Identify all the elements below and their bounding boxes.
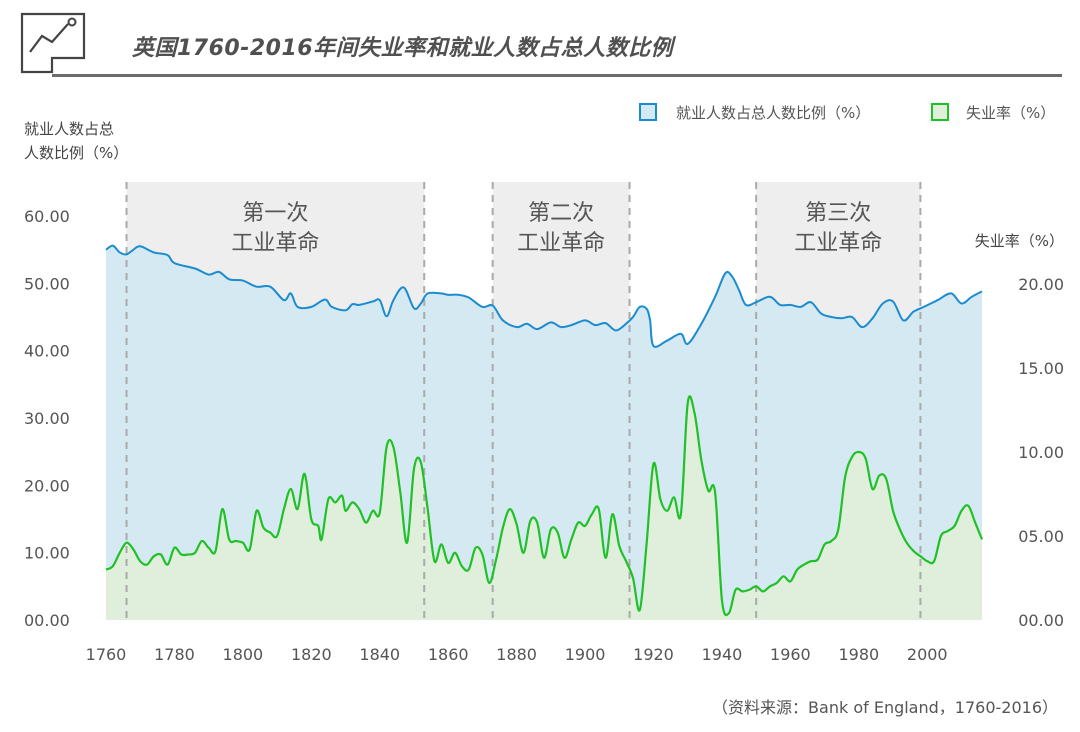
period-label-line2: 工业革命 (231, 231, 319, 256)
right-tick-label: 00.00 (1018, 611, 1064, 630)
left-tick-label: 20.00 (24, 476, 70, 495)
unemployment-area (106, 396, 982, 620)
trend-chart-logo-icon (20, 12, 86, 74)
chart-title: 英国1760-2016年间失业率和就业人数占总人数比例 (132, 36, 674, 61)
right-tick-label: 05.00 (1018, 527, 1064, 546)
legend-label-employment: 就业人数占总人数比例（%） (676, 104, 870, 122)
unemployment-line (105, 395, 984, 617)
x-tick-label: 1940 (702, 645, 743, 664)
right-tick-label: 20.00 (1018, 275, 1064, 294)
left-tick-label: 40.00 (24, 342, 70, 361)
left-axis-label-line1: 就业人数占总 (24, 120, 114, 138)
x-tick-label: 1860 (428, 645, 469, 664)
left-tick-label: 30.00 (24, 409, 70, 428)
source-note: （资料来源：Bank of England，1760-2016） (712, 698, 1058, 717)
legend-swatch-employment (639, 103, 657, 121)
legend-label-unemployment: 失业率（%） (966, 104, 1055, 122)
right-tick-label: 15.00 (1018, 359, 1064, 378)
x-tick-label: 1820 (291, 645, 332, 664)
x-tick-label: 1920 (633, 645, 674, 664)
x-tick-label: 1760 (86, 645, 127, 664)
x-tick-label: 1780 (154, 645, 195, 664)
legend-swatch-unemployment (931, 103, 949, 121)
right-tick-label: 10.00 (1018, 443, 1064, 462)
employment-line (105, 244, 983, 348)
period-label-line2: 工业革命 (517, 231, 605, 256)
x-tick-label: 1960 (770, 645, 811, 664)
period-label-line1: 第三次 (805, 201, 871, 226)
period-label-line2: 工业革命 (794, 231, 882, 256)
x-tick-label: 2000 (907, 645, 948, 664)
x-tick-label: 1840 (359, 645, 400, 664)
period-label-line1: 第二次 (528, 201, 594, 226)
left-tick-label: 00.00 (24, 611, 70, 630)
period-label-line1: 第一次 (242, 201, 308, 226)
left-tick-label: 50.00 (24, 274, 70, 293)
left-tick-label: 60.00 (24, 207, 70, 226)
left-tick-label: 10.00 (24, 544, 70, 563)
left-axis-label-line2: 人数比例（%） (24, 144, 128, 162)
x-tick-label: 1980 (838, 645, 879, 664)
x-tick-label: 1900 (565, 645, 606, 664)
x-tick-label: 1880 (496, 645, 537, 664)
right-axis-label: 失业率（%） (975, 232, 1064, 250)
title-divider (52, 74, 1062, 77)
x-tick-label: 1800 (223, 645, 264, 664)
